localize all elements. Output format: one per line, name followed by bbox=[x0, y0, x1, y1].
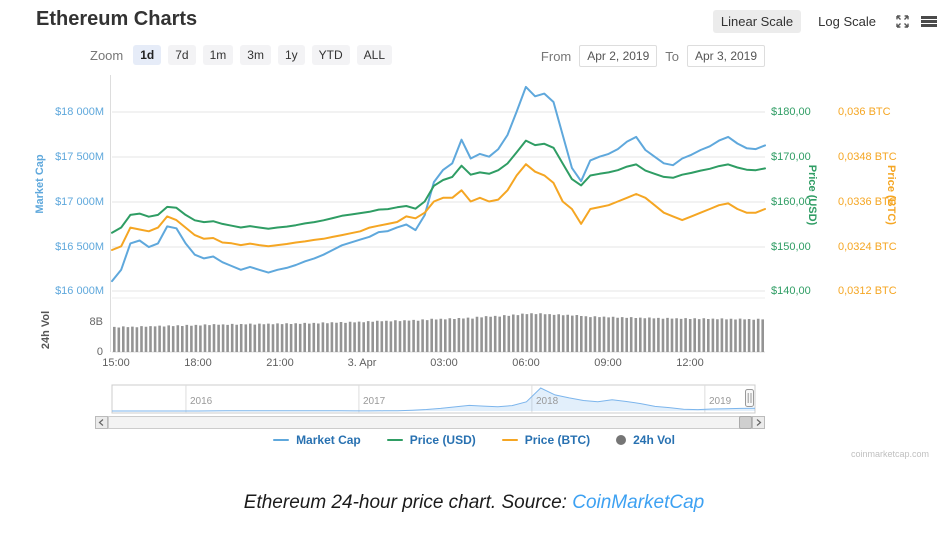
zoom-buttons: 1d 7d 1m 3m 1y YTD ALL bbox=[133, 45, 392, 65]
legend-label: 24h Vol bbox=[633, 433, 675, 447]
x-tick-3Apr: 3. Apr bbox=[347, 357, 377, 369]
navigator-year-label: 2019 bbox=[709, 396, 732, 407]
y-tick-market-cap: $16 000M bbox=[55, 285, 104, 297]
y-tick-price-btc: 0,036 BTC bbox=[838, 106, 891, 118]
legend-swatch bbox=[616, 435, 627, 445]
navigator-year-label: 2017 bbox=[363, 396, 386, 407]
from-label: From bbox=[540, 48, 572, 64]
log-scale-button[interactable]: Log Scale bbox=[818, 14, 876, 29]
x-tick-0300: 03:00 bbox=[430, 357, 458, 369]
caption-source-link[interactable]: CoinMarketCap bbox=[572, 492, 705, 513]
caption: Ethereum 24-hour price chart. Source: Co… bbox=[0, 492, 948, 514]
navigator-handle[interactable] bbox=[745, 389, 754, 407]
legend-item-price-btc-[interactable]: Price (BTC) bbox=[501, 433, 591, 447]
series-line-price_btc bbox=[111, 163, 766, 251]
scrollbar-left-arrow[interactable] bbox=[95, 416, 108, 429]
scale-toggle: Linear Scale Log Scale bbox=[712, 10, 938, 33]
zoom-button-7d[interactable]: 7d bbox=[168, 45, 196, 65]
to-label: To bbox=[665, 48, 679, 64]
y-tick-volume: 0 bbox=[96, 346, 103, 358]
watermark: coinmarketcap.com bbox=[851, 449, 930, 459]
zoom-label: Zoom bbox=[90, 47, 124, 63]
from-date-input[interactable]: Apr 2, 2019 bbox=[579, 45, 658, 67]
y-tick-price-btc: 0,0312 BTC bbox=[838, 285, 897, 297]
x-tick-1200: 12:00 bbox=[676, 357, 704, 369]
y-tick-market-cap: $16 500M bbox=[55, 241, 104, 253]
y-tick-market-cap: $18 000M bbox=[55, 106, 104, 118]
zoom-button-ytd[interactable]: YTD bbox=[311, 45, 350, 65]
x-tick-0900: 09:00 bbox=[594, 357, 622, 369]
zoom-button-3m[interactable]: 3m bbox=[240, 45, 271, 65]
zoom-button-1m[interactable]: 1m bbox=[202, 45, 234, 65]
legend-label: Market Cap bbox=[296, 433, 361, 447]
legend-item-24h-vol[interactable]: 24h Vol bbox=[616, 433, 675, 447]
legend-item-price-usd-[interactable]: Price (USD) bbox=[386, 433, 476, 447]
menu-icon[interactable] bbox=[920, 14, 938, 30]
date-range-toolbar: From Apr 2, 2019 To Apr 3, 2019 bbox=[541, 45, 765, 67]
scrollbar-right-arrow[interactable] bbox=[752, 416, 765, 429]
y-tick-price-btc: 0,0348 BTC bbox=[838, 151, 897, 163]
legend-swatch bbox=[386, 439, 403, 441]
linear-scale-button[interactable]: Linear Scale bbox=[712, 10, 802, 33]
y-tick-price-usd: $180,00 bbox=[771, 106, 811, 118]
axis-title-price-btc: Price (BTC) bbox=[885, 165, 897, 225]
axis-title-price-usd: Price (USD) bbox=[806, 164, 818, 226]
volume-bars bbox=[113, 313, 764, 352]
legend-item-market-cap[interactable]: Market Cap bbox=[273, 433, 361, 447]
page-title: Ethereum Charts bbox=[36, 8, 198, 30]
legend-swatch bbox=[273, 439, 290, 441]
x-tick-1800: 18:00 bbox=[184, 357, 212, 369]
y-tick-price-btc: 0,0336 BTC bbox=[838, 196, 897, 208]
y-tick-price-usd: $160,00 bbox=[771, 196, 811, 208]
legend-swatch bbox=[501, 439, 518, 441]
x-tick-0600: 06:00 bbox=[512, 357, 540, 369]
to-date-input[interactable]: Apr 3, 2019 bbox=[687, 45, 765, 67]
series-line-market_cap bbox=[111, 85, 766, 283]
zoom-button-all[interactable]: ALL bbox=[356, 45, 392, 65]
legend-label: Price (BTC) bbox=[524, 433, 591, 447]
y-tick-market-cap: $17 000M bbox=[55, 196, 104, 208]
zoom-button-1d[interactable]: 1d bbox=[133, 45, 162, 65]
legend-label: Price (USD) bbox=[409, 433, 476, 447]
navigator-year-label: 2016 bbox=[190, 396, 213, 407]
expand-icon[interactable] bbox=[893, 14, 911, 30]
y-tick-market-cap: $17 500M bbox=[55, 151, 104, 163]
y-tick-volume: 8B bbox=[89, 316, 103, 328]
legend: Market Cap Price (USD) Price (BTC) 24h Vol bbox=[0, 433, 948, 447]
navigator-year-label: 2018 bbox=[536, 396, 559, 407]
scrollbar-track[interactable] bbox=[108, 416, 752, 429]
zoom-button-1y[interactable]: 1y bbox=[277, 45, 305, 65]
zoom-toolbar: Zoom 1d 7d 1m 3m 1y YTD ALL bbox=[90, 45, 392, 65]
y-tick-price-usd: $170,00 bbox=[771, 151, 811, 163]
y-tick-price-usd: $150,00 bbox=[771, 241, 811, 253]
series-line-price_usd bbox=[111, 139, 766, 234]
y-tick-price-usd: $140,00 bbox=[771, 285, 811, 297]
x-tick-1500: 15:00 bbox=[102, 357, 130, 369]
caption-text: Ethereum 24-hour price chart. Source: bbox=[243, 492, 573, 513]
scrollbar-thumb[interactable] bbox=[739, 416, 752, 429]
chart-canvas bbox=[110, 75, 766, 414]
y-tick-price-btc: 0,0324 BTC bbox=[838, 241, 897, 253]
x-tick-2100: 21:00 bbox=[266, 357, 294, 369]
